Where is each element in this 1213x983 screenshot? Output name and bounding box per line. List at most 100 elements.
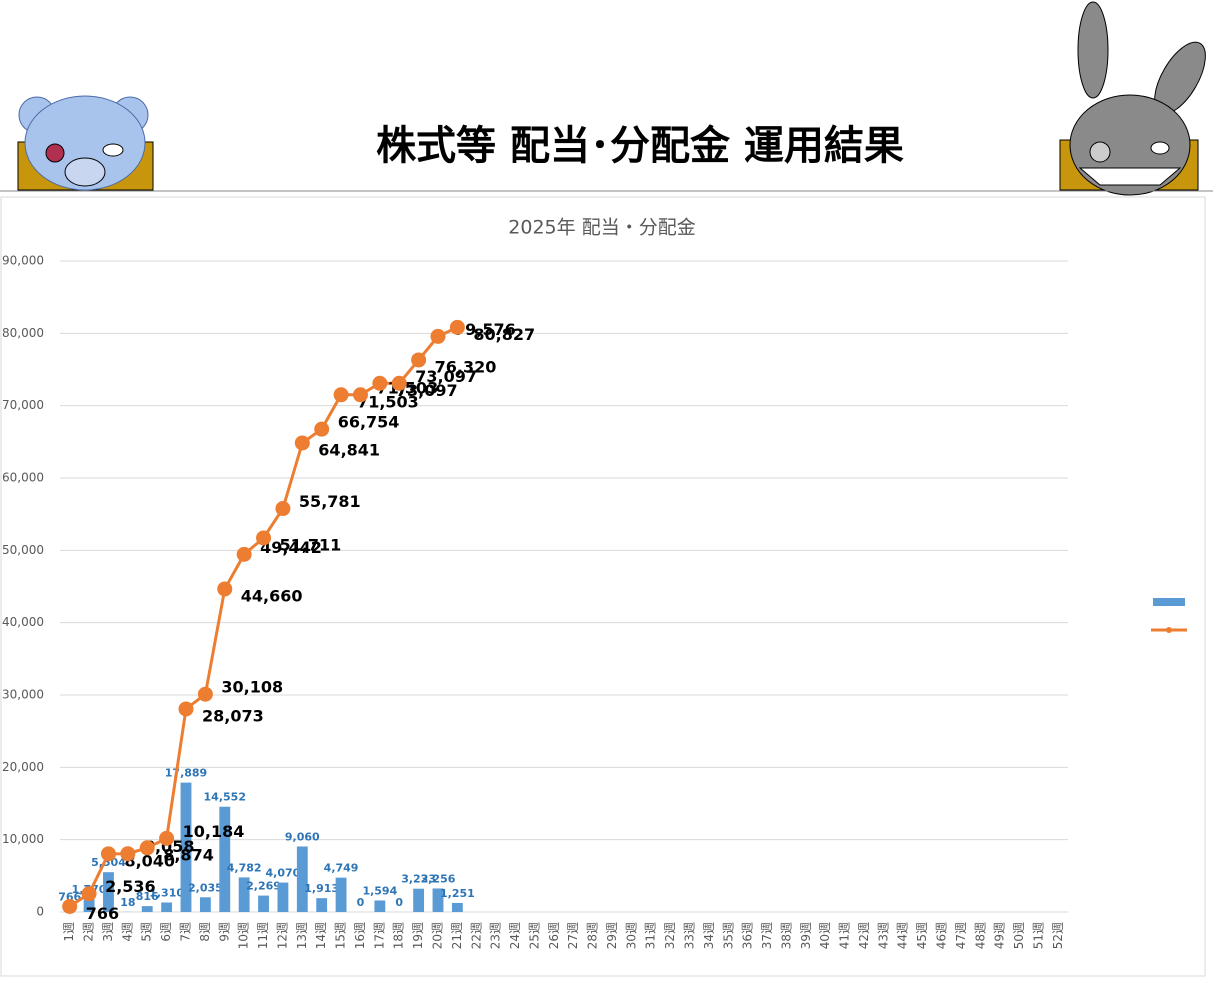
x-tick-label: 2週: [82, 922, 96, 942]
line-point: [62, 899, 77, 914]
x-tick-label: 36週: [741, 922, 755, 949]
bar-value-label: 1,251: [440, 887, 475, 900]
x-tick-label: 23週: [489, 922, 503, 949]
y-tick-label: 50,000: [2, 543, 44, 557]
chart-title: 2025年 配当・分配金: [508, 217, 695, 239]
x-tick-label: 11週: [256, 922, 270, 949]
x-tick-label: 6週: [159, 922, 173, 942]
x-tick-label: 5週: [140, 922, 154, 942]
x-tick-label: 13週: [295, 922, 309, 949]
line-value-label: 766: [86, 904, 119, 923]
line-value-label: 51,711: [280, 535, 342, 554]
x-tick-label: 9週: [217, 922, 231, 942]
x-tick-label: 33週: [683, 922, 697, 949]
x-tick-label: 22週: [469, 922, 483, 949]
bar-value-label: 1,594: [362, 884, 397, 897]
bar-value-label: 14,552: [204, 791, 246, 804]
bar-value-label: 4,070: [266, 867, 301, 880]
bar: [161, 903, 172, 912]
bar-value-label: 9,060: [285, 830, 320, 843]
bar-value-label: 2,269: [246, 880, 281, 893]
x-tick-label: 43週: [876, 922, 890, 949]
line-value-label: 44,660: [241, 586, 303, 605]
line-value-label: 28,073: [202, 706, 264, 725]
x-tick-label: 51週: [1031, 922, 1045, 949]
bar-value-label: 1,913: [304, 882, 339, 895]
y-tick-label: 40,000: [2, 615, 44, 629]
x-tick-label: 46週: [935, 922, 949, 949]
x-tick-label: 15週: [334, 922, 348, 949]
line-value-label: 55,781: [299, 492, 361, 511]
line-point: [295, 435, 310, 450]
x-tick-label: 39週: [799, 922, 813, 949]
x-tick-label: 7週: [179, 922, 193, 942]
line-point: [198, 687, 213, 702]
line-point: [159, 831, 174, 846]
x-tick-label: 25週: [527, 922, 541, 949]
bar: [316, 898, 327, 912]
line-point: [353, 387, 368, 402]
x-tick-label: 10週: [237, 922, 251, 949]
x-tick-label: 30週: [624, 922, 638, 949]
bar-value-label: 2,035: [188, 881, 223, 894]
bar-value-label: 0: [357, 896, 365, 909]
x-tick-label: 21週: [450, 922, 464, 949]
x-tick-label: 1週: [62, 922, 76, 942]
bar: [142, 906, 153, 912]
line-value-label: 76,320: [435, 357, 497, 376]
line-value-label: 8,874: [163, 845, 214, 864]
line-point: [372, 376, 387, 391]
x-tick-label: 45週: [915, 922, 929, 949]
x-tick-label: 47週: [954, 922, 968, 949]
line-point: [179, 701, 194, 716]
x-tick-label: 18週: [392, 922, 406, 949]
line-value-label: 2,536: [105, 877, 156, 896]
bar-value-label: 0: [395, 896, 403, 909]
x-tick-label: 34週: [702, 922, 716, 949]
bar: [336, 878, 347, 912]
line-point: [450, 320, 465, 335]
bar: [413, 889, 424, 912]
line-point: [237, 547, 252, 562]
bar-value-label: 18: [120, 896, 135, 909]
y-tick-label: 70,000: [2, 398, 44, 412]
x-tick-label: 41週: [838, 922, 852, 949]
y-tick-label: 90,000: [2, 254, 44, 268]
y-tick-label: 0: [36, 905, 44, 919]
line-point: [334, 387, 349, 402]
x-tick-label: 44週: [896, 922, 910, 949]
x-tick-label: 50週: [1012, 922, 1026, 949]
line-point: [217, 581, 232, 596]
bar-value-label: 4,782: [227, 861, 262, 874]
x-tick-label: 12週: [275, 922, 289, 949]
line-point: [392, 376, 407, 391]
rabbit-mascot: [1060, 2, 1213, 195]
y-tick-label: 80,000: [2, 326, 44, 340]
x-tick-label: 35週: [721, 922, 735, 949]
x-tick-label: 32週: [663, 922, 677, 949]
line-point: [314, 422, 329, 437]
line-point: [140, 840, 155, 855]
x-tick-label: 48週: [973, 922, 987, 949]
x-tick-label: 49週: [993, 922, 1007, 949]
line-value-label: 30,108: [221, 678, 283, 697]
x-tick-label: 24週: [508, 922, 522, 949]
page-title: 株式等 配当･分配金 運用結果: [376, 123, 904, 169]
x-tick-label: 26週: [547, 922, 561, 949]
x-tick-label: 27週: [566, 922, 580, 949]
bar: [200, 897, 211, 912]
x-tick-label: 42週: [857, 922, 871, 949]
line-point: [411, 352, 426, 367]
x-tick-label: 4週: [120, 922, 134, 942]
x-tick-label: 14週: [314, 922, 328, 949]
x-tick-label: 16週: [353, 922, 367, 949]
y-tick-label: 20,000: [2, 760, 44, 774]
line-value-label: 80,827: [473, 325, 535, 344]
bar: [374, 900, 385, 912]
x-tick-label: 29週: [605, 922, 619, 949]
bar: [277, 883, 288, 912]
x-tick-label: 52週: [1051, 922, 1065, 949]
bar: [452, 903, 463, 912]
